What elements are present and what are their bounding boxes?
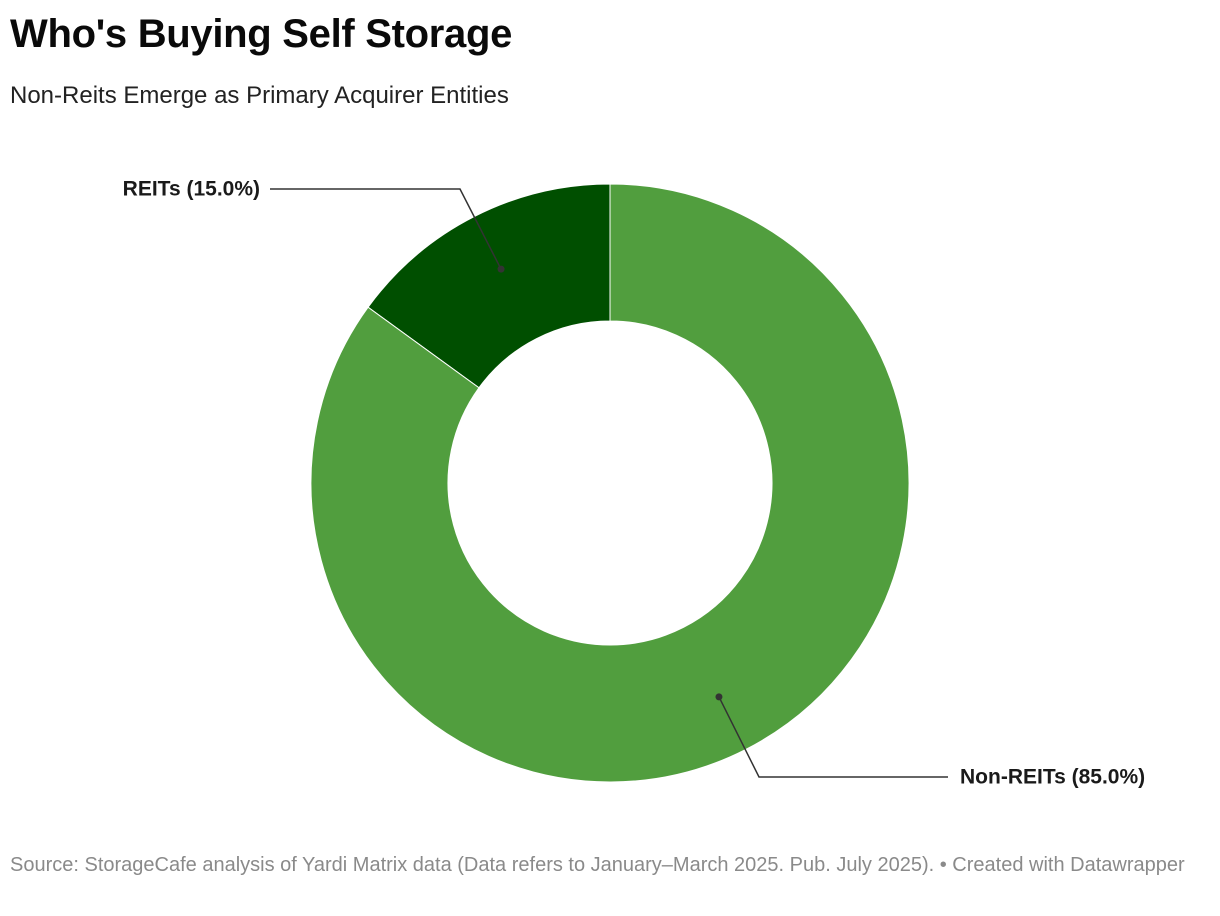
leader-lines [270,188,948,778]
source-note: Source: StorageCafe analysis of Yardi Ma… [10,854,1185,876]
slice-label-non-reits: Non-REITs (85.0%) [960,766,1145,789]
leader-line-non-reits [718,696,948,778]
slice-non-reits[interactable] [310,183,910,783]
chart-subtitle: Non-Reits Emerge as Primary Acquirer Ent… [10,82,509,109]
donut-slices [310,183,910,783]
leader-dot-reits [497,265,505,273]
slice-reits[interactable] [367,183,611,389]
donut-chart: REITs (15.0%) Non-REITs (85.0%) [123,178,1145,789]
slice-labels: REITs (15.0%) Non-REITs (85.0%) [123,178,1145,789]
leader-line-reits [270,188,502,270]
slice-label-reits: REITs (15.0%) [123,178,260,201]
chart-title: Who's Buying Self Storage [10,12,513,56]
leader-dot-non-reits [715,693,723,701]
